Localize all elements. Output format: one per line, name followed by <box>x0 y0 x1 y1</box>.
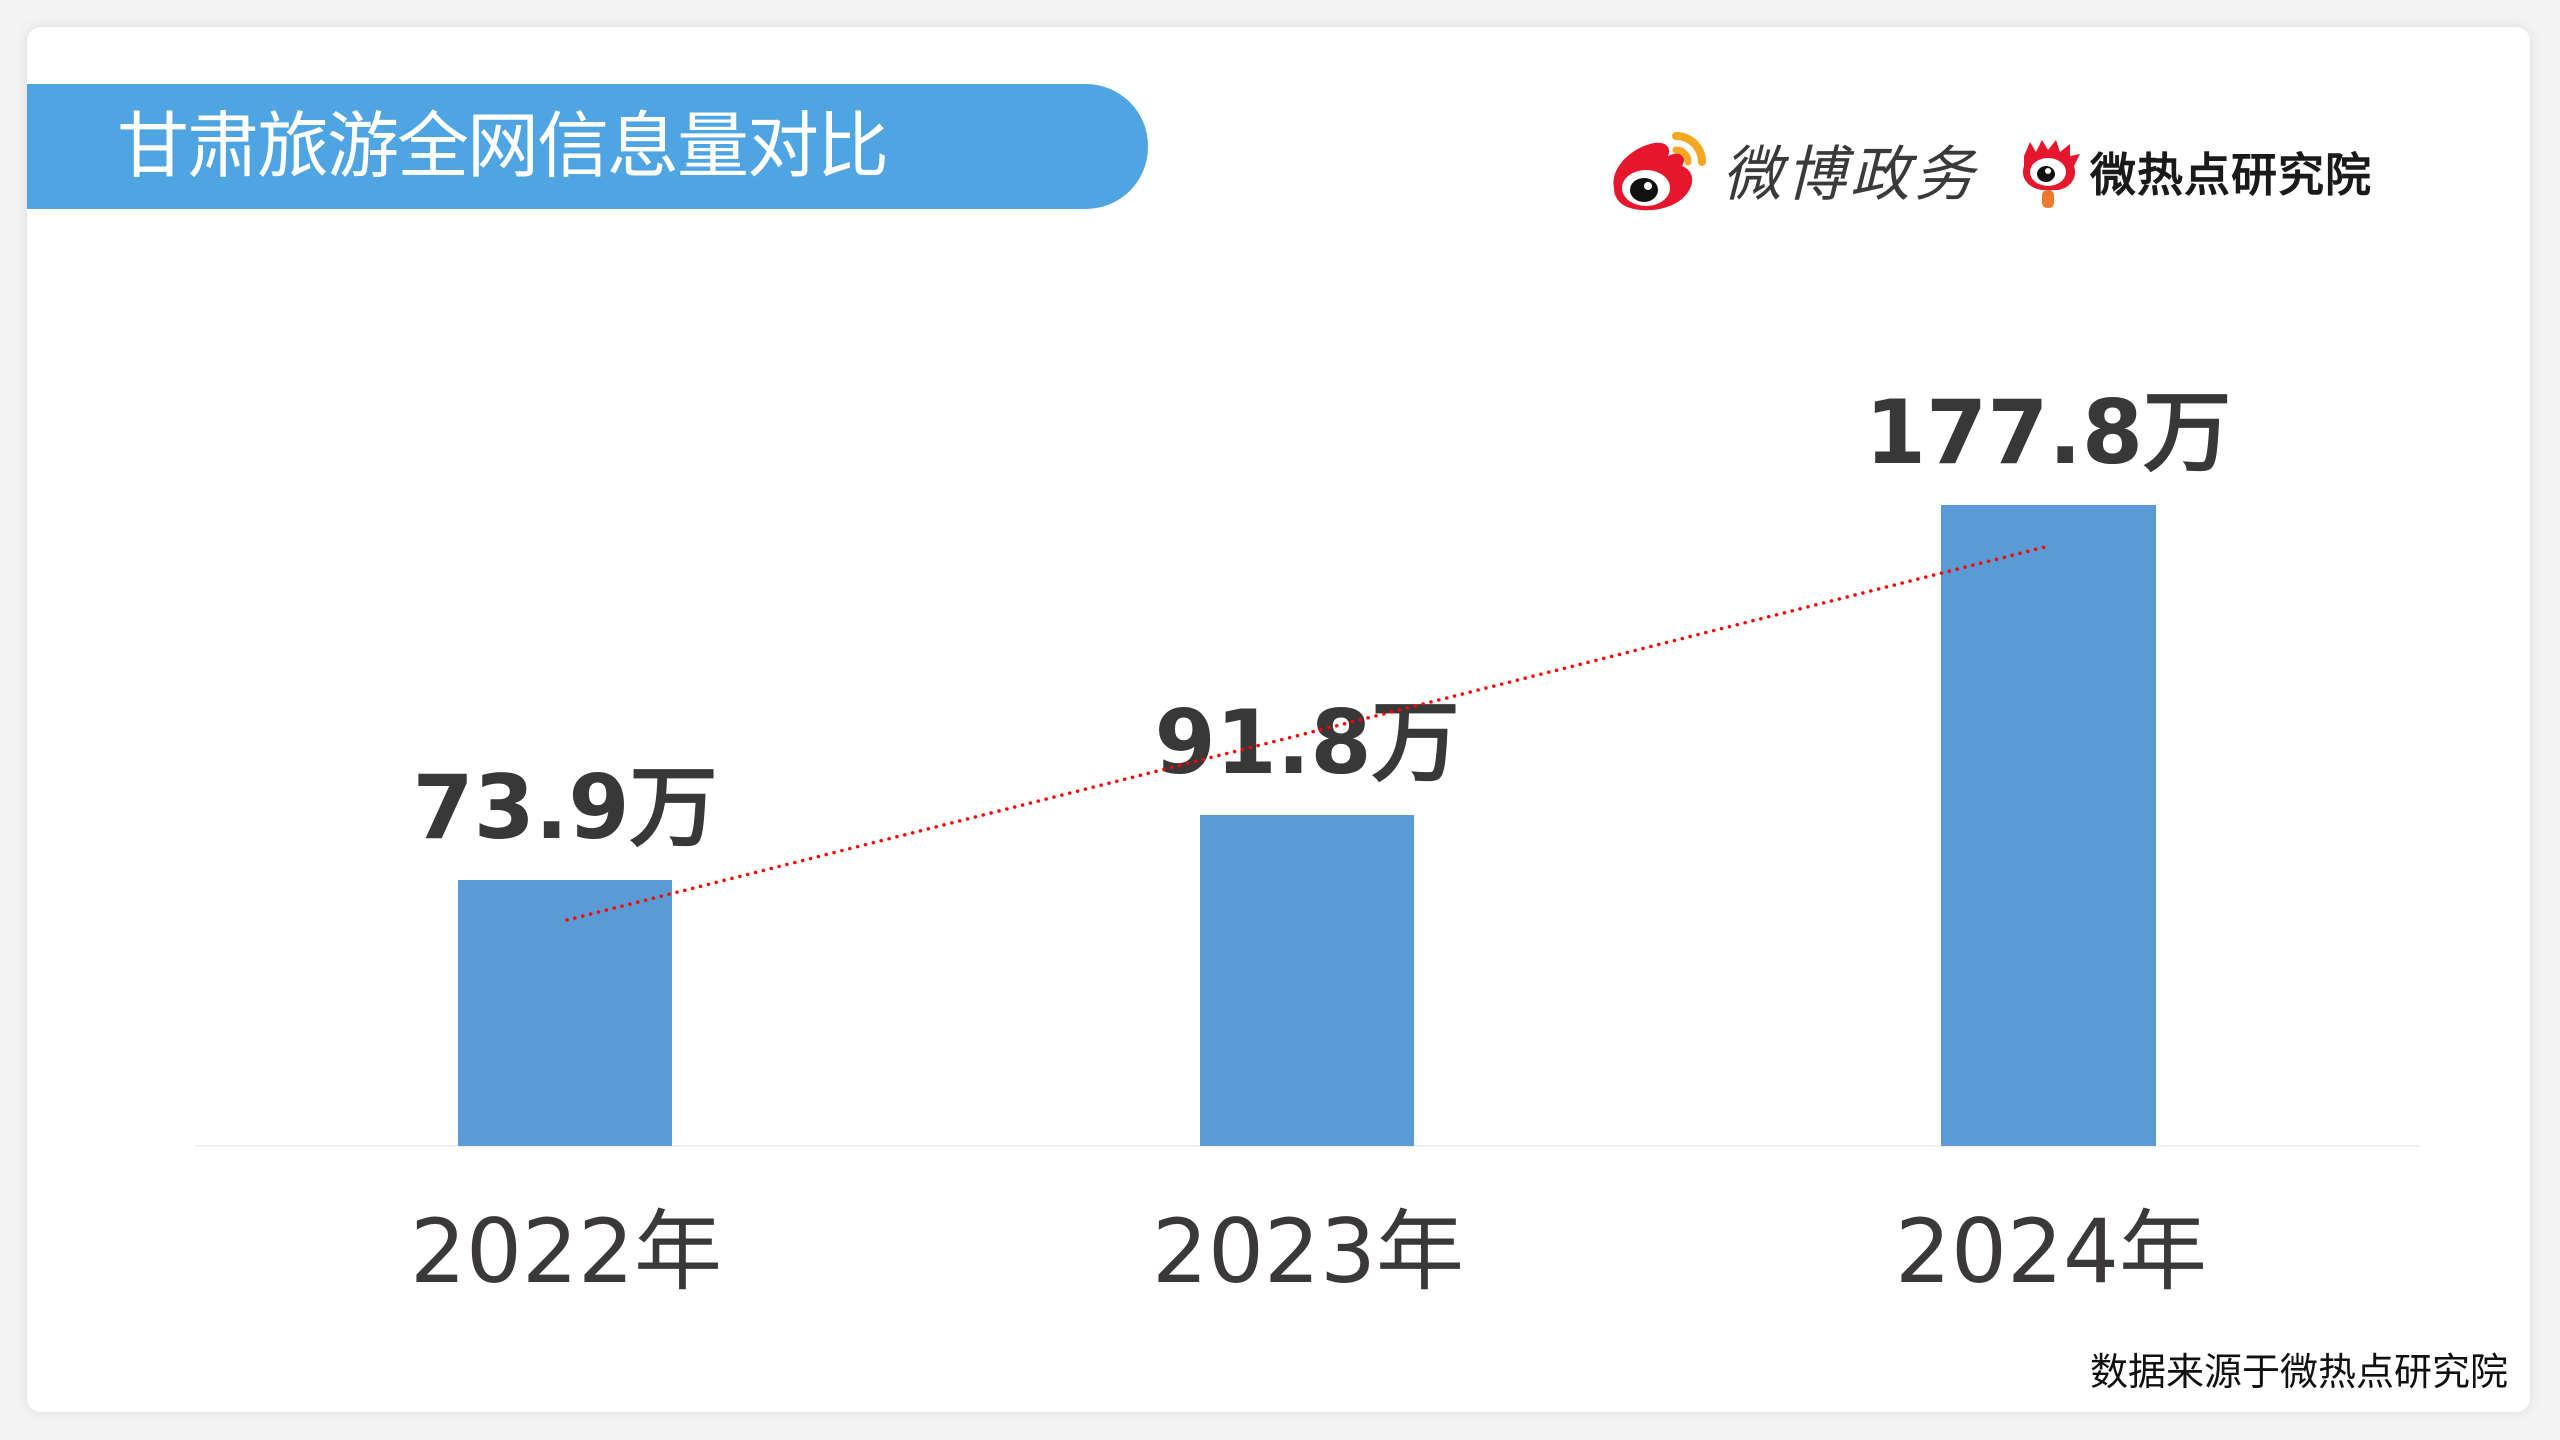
weirdian-logo-icon <box>2022 140 2080 208</box>
bar-2022 <box>458 880 672 1146</box>
chart-title: 甘肃旅游全网信息量对比 <box>117 104 889 188</box>
data-label-2023: 91.8万 <box>1154 691 1460 794</box>
x-tick-2022: 2022年 <box>410 1200 722 1303</box>
weirdian-logo-text: 微热点研究院 <box>2090 148 2372 202</box>
title-banner: 甘肃旅游全网信息量对比 <box>27 84 1148 209</box>
bar-2023 <box>1200 815 1414 1146</box>
x-axis-line <box>195 1145 2420 1147</box>
data-source-note: 数据来源于微热点研究院 <box>2090 1350 2509 1394</box>
x-tick-2024: 2024年 <box>1895 1200 2207 1303</box>
data-label-2022: 73.9万 <box>412 756 718 859</box>
bar-2024 <box>1941 505 2156 1146</box>
x-tick-2023: 2023年 <box>1152 1200 1464 1303</box>
weibo-logo-icon <box>1613 132 1706 211</box>
data-label-2024: 177.8万 <box>1864 381 2232 484</box>
weibo-gov-logo-text: 微博政务 <box>1722 140 1978 210</box>
